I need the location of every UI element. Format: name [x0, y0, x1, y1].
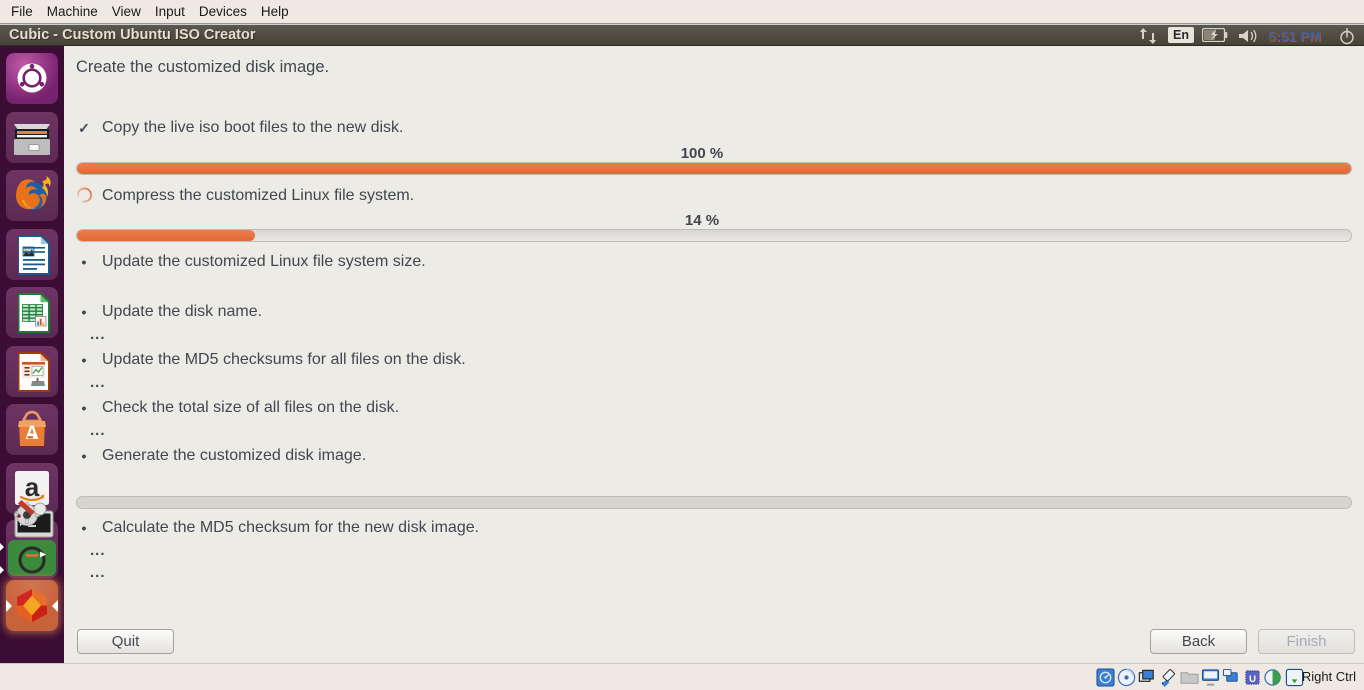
svg-text:a: a — [25, 472, 40, 502]
svg-text:A: A — [25, 423, 39, 444]
svg-text:U: U — [1249, 674, 1256, 685]
